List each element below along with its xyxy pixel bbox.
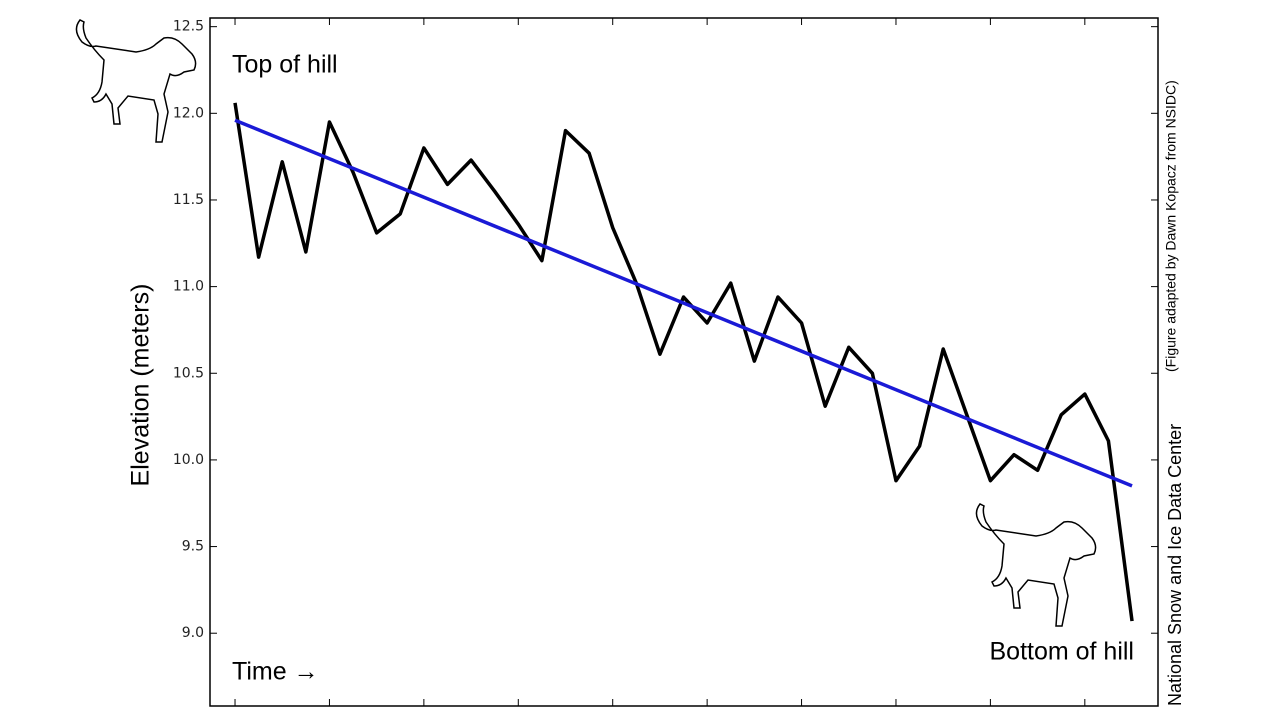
- annotation: Top of hill: [232, 51, 338, 79]
- plot-frame: [209, 17, 1159, 707]
- y-tick-label: 12.0: [173, 105, 204, 121]
- dog-icon: [75, 19, 197, 143]
- dog-icon: [975, 503, 1097, 627]
- line: [234, 118, 1133, 488]
- credit: National Snow and Ice Data Center: [1165, 424, 1185, 706]
- y-tick-label: 9.5: [182, 539, 204, 555]
- line: [233, 102, 1134, 622]
- y-tick-label: 12.5: [173, 19, 204, 35]
- y-tick-label: 10.0: [173, 452, 204, 468]
- annotation: Bottom of hill: [989, 638, 1134, 666]
- y-axis-label: Elevation (meters): [127, 284, 155, 487]
- credit: (Figure adapted by Dawn Kopacz from NSID…: [1163, 80, 1179, 372]
- y-tick-label: 9.0: [182, 625, 204, 641]
- y-tick-label: 11.5: [173, 192, 204, 208]
- annotation: Time →: [232, 658, 319, 686]
- y-tick-label: 11.0: [173, 279, 204, 295]
- y-tick-label: 10.5: [173, 365, 204, 381]
